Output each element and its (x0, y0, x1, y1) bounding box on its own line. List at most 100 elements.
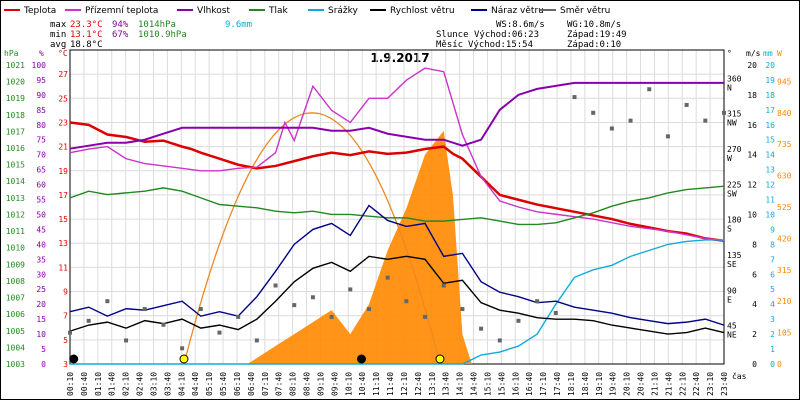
x-tick-label: 15:10 (483, 372, 492, 396)
unit-mm: mm (763, 49, 773, 58)
tick-label-pct: 35 (36, 255, 46, 264)
wind-direction-point (366, 307, 371, 312)
x-tick-label: 04:10 (177, 372, 186, 396)
x-tick-label: 12:10 (400, 372, 409, 396)
wind-direction-point (553, 310, 558, 315)
min-press: 1010.9hPa (138, 30, 187, 40)
tick-label-wm2: 525 (777, 203, 792, 212)
wind-direction-point (665, 134, 670, 139)
tick-label-wdir: 225 (727, 180, 742, 189)
x-tick-label: 16:40 (525, 372, 534, 396)
tick-label-celsius: 21 (58, 143, 68, 152)
x-tick-label: 06:40 (247, 372, 256, 396)
moon-set: Západ:0:10 (567, 40, 621, 50)
legend-label: Náraz větru (491, 6, 544, 16)
wind-direction-point (722, 110, 726, 115)
wind-direction-point (254, 338, 259, 343)
x-tick-label: 18:10 (567, 372, 576, 396)
tick-label-mm: 7 (770, 255, 775, 264)
tick-label-hpa: 1019 (6, 94, 25, 103)
wind-direction-point (628, 118, 633, 123)
tick-label-hpa: 1008 (6, 277, 25, 286)
wind-direction-point (348, 287, 353, 292)
tick-label-mm: 13 (765, 166, 775, 175)
tick-label-mm: 16 (765, 121, 775, 130)
x-tick-label: 18:40 (581, 372, 590, 396)
wind-direction-point (479, 326, 484, 331)
tick-label-ms: 16 (747, 121, 757, 130)
tick-label-hpa: 1017 (6, 127, 25, 136)
tick-label-mm: 14 (765, 151, 775, 160)
wind-gust-summary: WG:10.8m/s (567, 20, 621, 30)
tick-label-wm2: 210 (777, 297, 792, 306)
tick-label-celsius: 5 (63, 336, 68, 345)
legend-label: Tlak (268, 6, 289, 16)
moon-rise: Východ:15:54 (468, 40, 533, 50)
tick-label-ms: 0 (752, 360, 757, 369)
wind-direction-point (516, 318, 521, 323)
tick-label-celsius: 9 (63, 288, 68, 297)
series-line (69, 255, 725, 335)
tick-label-pct: 5 (41, 345, 46, 354)
x-tick-label: 20:40 (637, 372, 646, 396)
wind-direction-point (161, 322, 166, 327)
x-tick-label: 10:10 (344, 372, 353, 396)
tick-label-mm: 5 (770, 285, 775, 294)
legend-label: Směr větru (560, 6, 610, 16)
x-tick-label: 03:10 (149, 372, 158, 396)
x-tick-label: 07:10 (261, 372, 270, 396)
tick-label-celsius: 17 (58, 191, 68, 200)
x-tick-label: 02:40 (136, 372, 145, 396)
tick-label-hpa: 1013 (6, 194, 25, 203)
sun-rise: Východ:06:23 (474, 30, 539, 40)
tick-label-hpa: 1014 (6, 177, 25, 186)
avg-label: avg (50, 40, 66, 50)
x-tick-label: 00:10 (66, 372, 75, 396)
tick-label-celsius: 27 (58, 70, 68, 79)
legend-label: Rychlost větru (390, 6, 455, 16)
x-tick-label: 19:40 (609, 372, 618, 396)
tick-label-pct: 80 (36, 121, 46, 130)
plot-area (68, 67, 726, 365)
wind-direction-point (535, 299, 540, 304)
x-tick-label: 23:40 (720, 372, 729, 396)
x-tick-label: 16:10 (511, 372, 520, 396)
tick-label-mm: 9 (770, 225, 775, 234)
tick-label-pct: 100 (32, 61, 47, 70)
tick-label-pct: 60 (36, 181, 46, 190)
tick-label-hpa: 1016 (6, 144, 25, 153)
x-tick-label: 14:10 (456, 372, 465, 396)
x-tick-label: 01:10 (94, 372, 103, 396)
sun-set: Západ:19:49 (567, 30, 627, 40)
series-line (69, 204, 725, 326)
tick-label-mm: 6 (770, 270, 775, 279)
min-label: min (50, 30, 66, 40)
moon-label: Měsíc (436, 40, 463, 50)
series-line (70, 239, 724, 365)
max-rain: 9.6mm (225, 20, 252, 30)
tick-label-ms: 10 (747, 210, 757, 219)
tick-label-celsius: 23 (58, 118, 68, 127)
wind-direction-point (329, 314, 334, 319)
tick-label-hpa: 1015 (6, 161, 25, 170)
x-tick-label: 21:10 (650, 372, 659, 396)
x-tick-label: 09:40 (330, 372, 339, 396)
tick-label-ms: 8 (752, 240, 757, 249)
x-tick-label: 21:40 (664, 372, 673, 396)
tick-label-wdir: 90 (727, 286, 737, 295)
tick-label-wdir: NW (727, 119, 737, 128)
tick-label-mm: 19 (765, 76, 775, 85)
unit-pct: % (39, 49, 44, 58)
wind-direction-point (591, 110, 596, 115)
min-temp: 13.1°C (70, 30, 103, 40)
unit-celsius: °C (58, 49, 68, 58)
tick-label-hpa: 1004 (6, 343, 25, 352)
wind-speed-summary: WS:8.6m/s (496, 20, 545, 30)
tick-label-mm: 3 (770, 315, 775, 324)
wind-direction-point (404, 299, 409, 304)
tick-label-hpa: 1021 (6, 61, 25, 70)
tick-label-mm: 8 (770, 240, 775, 249)
sun-rise-marker (179, 354, 189, 364)
tick-label-hpa: 1010 (6, 244, 25, 253)
tick-label-wdir: 315 (727, 110, 742, 119)
